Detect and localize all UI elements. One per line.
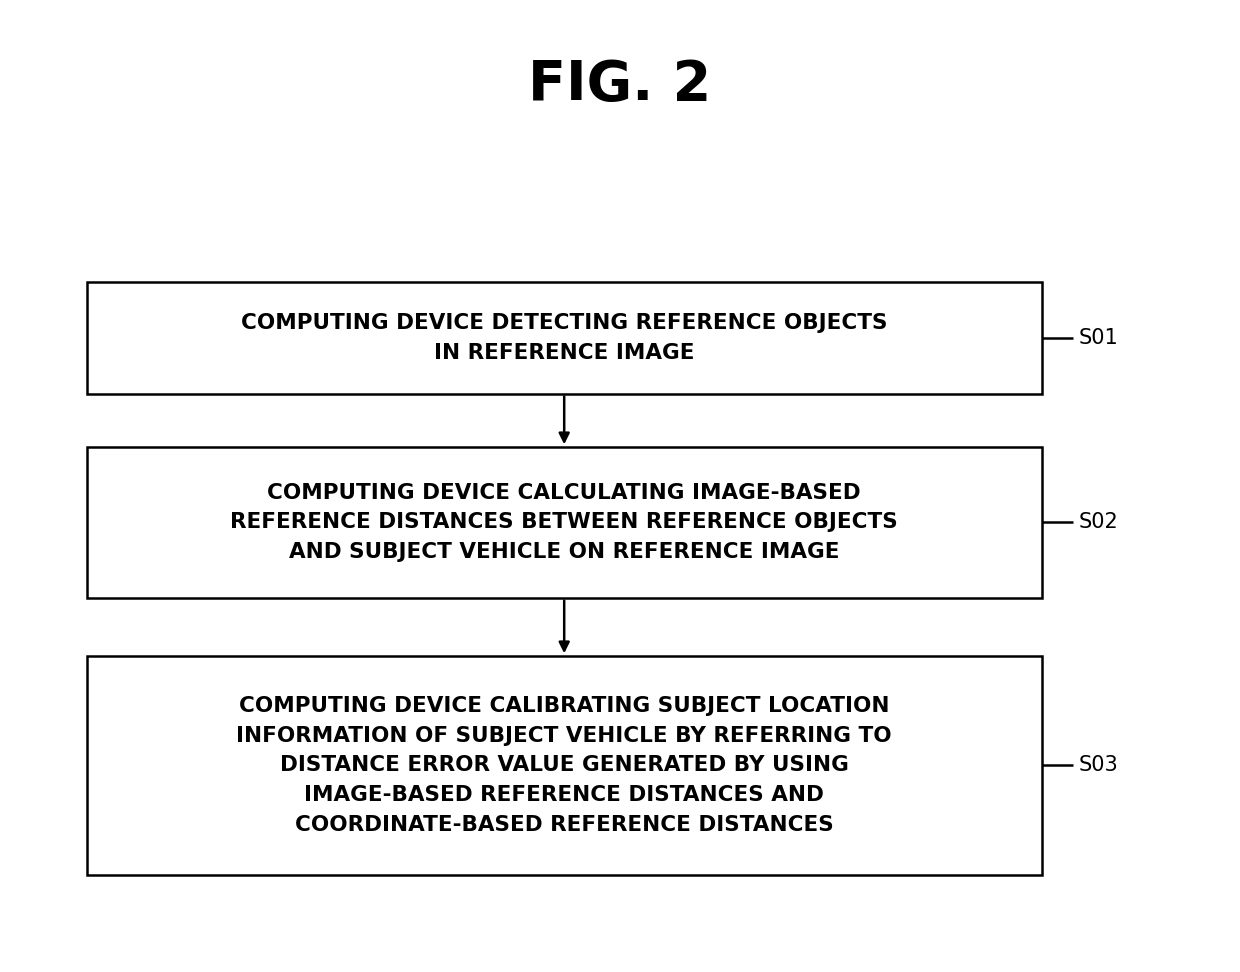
Text: S01: S01	[1079, 328, 1118, 348]
Text: COMPUTING DEVICE CALIBRATING SUBJECT LOCATION
INFORMATION OF SUBJECT VEHICLE BY : COMPUTING DEVICE CALIBRATING SUBJECT LOC…	[237, 696, 892, 835]
Bar	[87, 447, 1042, 598]
Text: S02: S02	[1079, 512, 1118, 533]
Text: COMPUTING DEVICE DETECTING REFERENCE OBJECTS
IN REFERENCE IMAGE: COMPUTING DEVICE DETECTING REFERENCE OBJ…	[241, 313, 888, 363]
Bar	[87, 656, 1042, 875]
Text: FIG. 2: FIG. 2	[528, 58, 712, 113]
Text: S03: S03	[1079, 755, 1118, 776]
Bar	[87, 282, 1042, 394]
Text: COMPUTING DEVICE CALCULATING IMAGE-BASED
REFERENCE DISTANCES BETWEEN REFERENCE O: COMPUTING DEVICE CALCULATING IMAGE-BASED…	[231, 483, 898, 562]
